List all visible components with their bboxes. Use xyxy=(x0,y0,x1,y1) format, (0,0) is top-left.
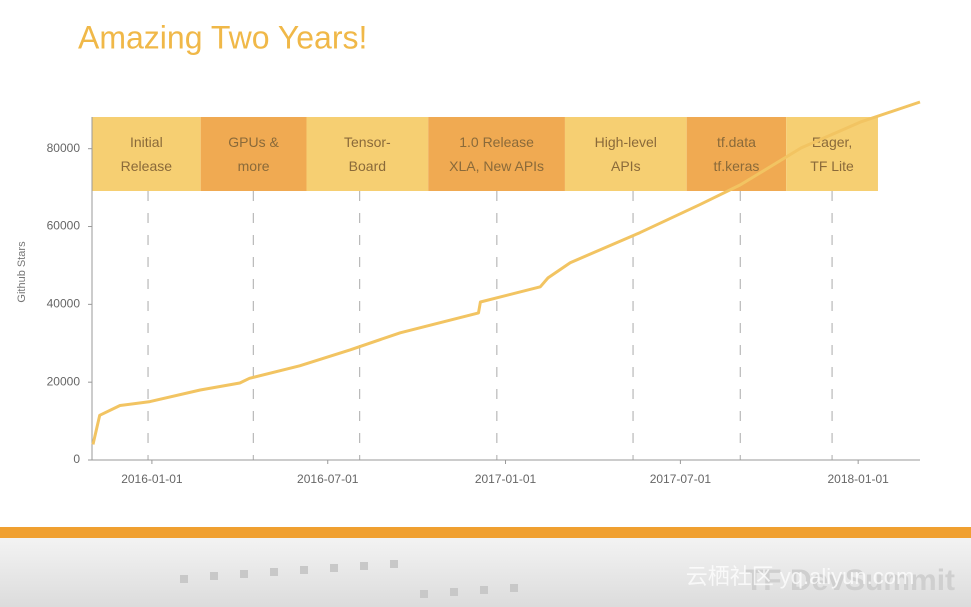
slide-title: Amazing Two Years! xyxy=(78,19,367,55)
x-tick-label: 2017-07-01 xyxy=(650,472,712,486)
milestone-label-line: 1.0 Release xyxy=(459,134,534,150)
milestone-label-line: more xyxy=(238,158,270,174)
footer-bar xyxy=(0,527,971,538)
milestone-label: High-level APIs xyxy=(595,134,657,174)
y-axis-label: Github Stars xyxy=(16,241,28,303)
y-tick-label: 80000 xyxy=(47,141,81,155)
y-tick-label: 0 xyxy=(73,452,80,466)
milestone-label-line: Release xyxy=(121,158,173,174)
milestone-label-line: TF Lite xyxy=(810,158,854,174)
milestone-label: Tensor- Board xyxy=(344,134,391,174)
milestone-label-line: tf.keras xyxy=(713,158,759,174)
milestone-label: tf.data tf.keras xyxy=(713,134,759,174)
milestone-label-line: GPUs & xyxy=(228,134,279,150)
x-tick-label: 2016-01-01 xyxy=(121,472,183,486)
milestone-label-line: tf.data xyxy=(717,134,756,150)
footer-background xyxy=(0,538,971,607)
milestone-label-line: Initial xyxy=(130,134,163,150)
footer-text: TF DevSummit xyxy=(745,564,955,597)
milestone-label: Initial Release xyxy=(121,134,173,174)
footer-pattern xyxy=(180,560,518,598)
milestone-box xyxy=(686,117,787,191)
milestone-label-line: APIs xyxy=(611,158,641,174)
x-tick-label: 2018-01-01 xyxy=(827,472,889,486)
milestone-label-line: Board xyxy=(349,158,386,174)
milestone-box xyxy=(200,117,307,191)
milestone-box xyxy=(306,117,429,191)
stars-line xyxy=(91,100,921,445)
y-tick-label: 40000 xyxy=(47,297,81,311)
y-tick-label: 60000 xyxy=(47,219,81,233)
milestone-label-line: XLA, New APIs xyxy=(449,158,544,174)
milestone-label-line: Tensor- xyxy=(344,134,391,150)
milestone-box xyxy=(428,117,565,191)
milestone-box xyxy=(786,117,878,191)
milestone-label-line: High-level xyxy=(595,134,657,150)
y-tick-label: 20000 xyxy=(47,374,81,388)
x-tick-label: 2016-07-01 xyxy=(297,472,359,486)
milestone-label: GPUs & more xyxy=(228,134,279,174)
x-tick-label: 2017-01-01 xyxy=(475,472,537,486)
watermark: 云栖社区 yq.aliyun.com xyxy=(686,564,915,589)
milestone-box xyxy=(564,117,687,191)
milestone-label: 1.0 Release XLA, New APIs xyxy=(449,134,544,174)
milestone-box xyxy=(92,117,201,191)
